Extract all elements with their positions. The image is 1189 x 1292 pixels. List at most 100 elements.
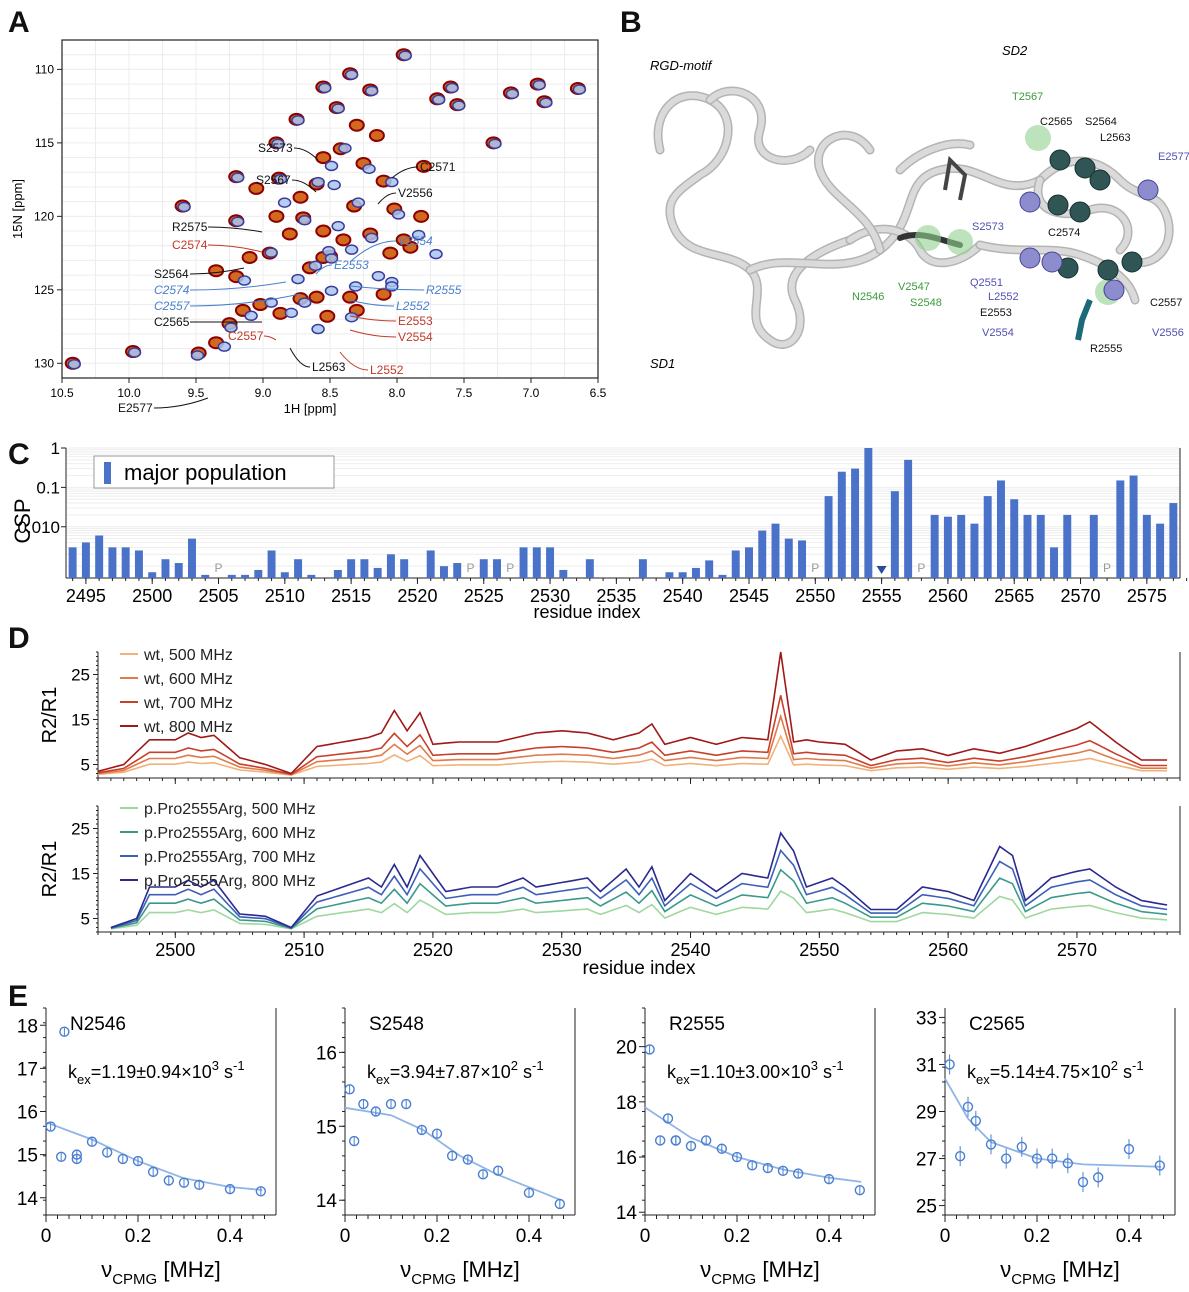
mutant-peak [291, 273, 305, 285]
mutant-peak [411, 229, 426, 241]
label-residue: R2555 [1090, 343, 1122, 355]
proline-marker: P [215, 561, 223, 575]
mutant-peak [364, 232, 379, 244]
mutant-peak [488, 138, 502, 150]
csp-bar [1129, 475, 1138, 578]
peak-annotation: L2552 [370, 363, 404, 377]
data-point [400, 1098, 412, 1110]
wt-peak [348, 118, 365, 132]
csp-bar [983, 496, 992, 578]
csp-bar [638, 559, 647, 578]
csp-bar [745, 547, 753, 578]
y-tick-label: 29 [916, 1103, 937, 1124]
data-point [823, 1173, 835, 1185]
y-tick-label: 16 [17, 1103, 38, 1124]
csp-bar [360, 559, 369, 578]
peak-annotation: C2574 [172, 238, 208, 252]
mutant-peak [539, 97, 553, 108]
csp-bar [426, 550, 435, 578]
mutant-peak [284, 307, 299, 319]
panel-a-hsqc-spectrum: 10.5 10.0 9.5 9.0 8.5 8.0 7.5 7.0 6.5 110 115 120 12… [10, 39, 607, 416]
data-point [792, 1168, 804, 1179]
proline-marker: P [466, 561, 474, 575]
x-tick-label: 2560 [928, 586, 968, 606]
ribbon [977, 242, 1138, 303]
mutant-peak [324, 160, 339, 172]
csp-bar [148, 572, 157, 578]
annotation-arrow [207, 244, 263, 253]
data-point [1016, 1141, 1028, 1152]
y-tick-label: 14 [616, 1203, 638, 1224]
csp-bar [970, 523, 979, 578]
mutant-peak [344, 69, 359, 81]
label-residue: E2553 [980, 307, 1012, 319]
x-tick-label: 10.5 [50, 386, 74, 400]
residue-sphere-teal [1047, 194, 1069, 216]
csp-bar [121, 547, 130, 578]
x-tick-label: 7.5 [456, 386, 473, 400]
x-tick-label: 2560 [928, 940, 968, 960]
csp-bar [1023, 514, 1032, 578]
highlight-sphere-green [1025, 125, 1051, 151]
annotation-arrow [349, 299, 395, 307]
y-tick-label: 115 [35, 136, 54, 150]
data-point [670, 1135, 682, 1146]
fit-curve [644, 1106, 862, 1183]
x-tick-label: 0.2 [424, 1226, 450, 1247]
csp-bar [798, 540, 807, 578]
peak-annotation: C2557 [228, 329, 264, 343]
annotation-arrow [263, 335, 277, 341]
panel-e-cpmg-charts: 14 15 16 17 18 0 0.2 0.4 νCPMG [MHz] N2546 kex=1.1… [17, 1007, 1176, 1288]
x-tick-label: 9.0 [255, 386, 272, 400]
mutant-peak [291, 115, 305, 126]
mutant-peak [297, 215, 312, 226]
x-tick-label: 2575 [1127, 586, 1167, 606]
kex-annotation: kex=1.10±3.00×103 s-1 [667, 1058, 844, 1087]
data-point [117, 1153, 129, 1165]
data-point [762, 1162, 774, 1174]
y-tick-label: 0.1 [36, 478, 60, 497]
mutant-peak [338, 143, 352, 154]
legend-box [93, 455, 335, 489]
data-point [132, 1155, 144, 1167]
residue-title: R2555 [669, 1014, 725, 1035]
data-point [55, 1151, 67, 1162]
annotation-arrow [291, 179, 317, 193]
csp-bar [108, 547, 117, 578]
data-point [1062, 1158, 1074, 1169]
x-tick-label: 0.4 [816, 1226, 843, 1247]
x-axis-label: residue index [533, 602, 640, 622]
wt-peak [413, 209, 430, 223]
label-green-residue: S2548 [910, 297, 942, 309]
label-sd2: SD2 [1002, 43, 1028, 58]
residue-sphere-purple [1019, 247, 1041, 269]
mutant-peak [230, 216, 245, 228]
csp-bar [95, 535, 104, 578]
kex-annotation: kex=1.19±0.94×103 s-1 [68, 1058, 245, 1087]
data-point [462, 1154, 474, 1165]
x-axis-label: νCPMG [MHz] [700, 1257, 820, 1288]
data-point [1123, 1143, 1135, 1155]
csp-bar [1050, 547, 1058, 578]
y-tick-label: 33 [916, 1008, 937, 1029]
csp-bar [904, 459, 913, 578]
panel-letter-c: C [8, 438, 30, 471]
residue-sphere-teal [1089, 169, 1111, 191]
label-residue: C2574 [1048, 227, 1080, 239]
x-tick-label: 2570 [1061, 586, 1101, 606]
legend-label: p.Pro2555Arg, 800 MHz [144, 873, 316, 890]
ribbon [655, 92, 853, 348]
residue-sphere-teal [1097, 259, 1119, 281]
x-tick-label: 2520 [413, 940, 453, 960]
x-tick-label: 10.0 [117, 386, 141, 400]
x-tick-label: 2515 [331, 586, 371, 606]
label-purple-residue: E2577 [1158, 151, 1189, 163]
wt-peak [281, 227, 298, 241]
mutant-peak [398, 50, 412, 61]
peak-annotation: S2567 [256, 173, 291, 187]
y-tick-label: 120 [34, 209, 54, 223]
mutant-peak [505, 88, 520, 100]
csp-bar [479, 559, 488, 578]
csp-bar [373, 567, 382, 578]
x-tick-label: 2510 [265, 586, 305, 606]
